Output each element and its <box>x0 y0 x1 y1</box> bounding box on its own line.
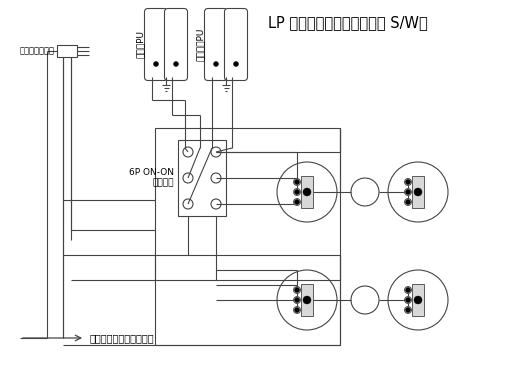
FancyBboxPatch shape <box>205 8 227 81</box>
FancyBboxPatch shape <box>164 8 188 81</box>
Circle shape <box>294 198 301 205</box>
Circle shape <box>154 61 158 67</box>
Circle shape <box>303 188 311 196</box>
Circle shape <box>295 190 299 194</box>
Bar <box>301 176 313 208</box>
Text: ネックPU: ネックPU <box>136 30 145 58</box>
Circle shape <box>405 288 411 292</box>
Circle shape <box>294 306 301 314</box>
Circle shape <box>404 188 411 195</box>
FancyBboxPatch shape <box>225 8 248 81</box>
Bar <box>57 45 77 57</box>
Circle shape <box>414 188 422 196</box>
Circle shape <box>405 190 411 194</box>
Text: アウトプットジャックへ: アウトプットジャックへ <box>90 333 155 343</box>
Circle shape <box>404 306 411 314</box>
Circle shape <box>404 179 411 186</box>
Circle shape <box>405 179 411 184</box>
Bar <box>155 255 340 345</box>
Bar <box>301 284 313 316</box>
Circle shape <box>404 198 411 205</box>
Circle shape <box>234 61 238 67</box>
Circle shape <box>295 288 299 292</box>
Circle shape <box>294 287 301 294</box>
Circle shape <box>294 296 301 303</box>
Circle shape <box>404 296 411 303</box>
Circle shape <box>405 199 411 205</box>
FancyBboxPatch shape <box>145 8 167 81</box>
Bar <box>155 128 340 280</box>
Circle shape <box>173 61 179 67</box>
Circle shape <box>295 179 299 184</box>
Circle shape <box>214 61 218 67</box>
Bar <box>412 284 424 316</box>
Text: LP タイプ配線図（バイパス S/W）: LP タイプ配線図（バイパス S/W） <box>268 15 428 30</box>
Circle shape <box>295 307 299 313</box>
Text: ブリッジPU: ブリッジPU <box>196 27 205 61</box>
Circle shape <box>303 296 311 304</box>
Circle shape <box>294 179 301 186</box>
Circle shape <box>294 188 301 195</box>
Text: 6P ON-ON
スイッチ: 6P ON-ON スイッチ <box>129 168 174 188</box>
Circle shape <box>414 296 422 304</box>
Circle shape <box>295 298 299 303</box>
Circle shape <box>405 298 411 303</box>
Bar <box>412 176 424 208</box>
Bar <box>178 140 226 216</box>
Circle shape <box>405 307 411 313</box>
Text: トグルスイッチ: トグルスイッチ <box>20 46 55 56</box>
Circle shape <box>404 287 411 294</box>
Circle shape <box>295 199 299 205</box>
